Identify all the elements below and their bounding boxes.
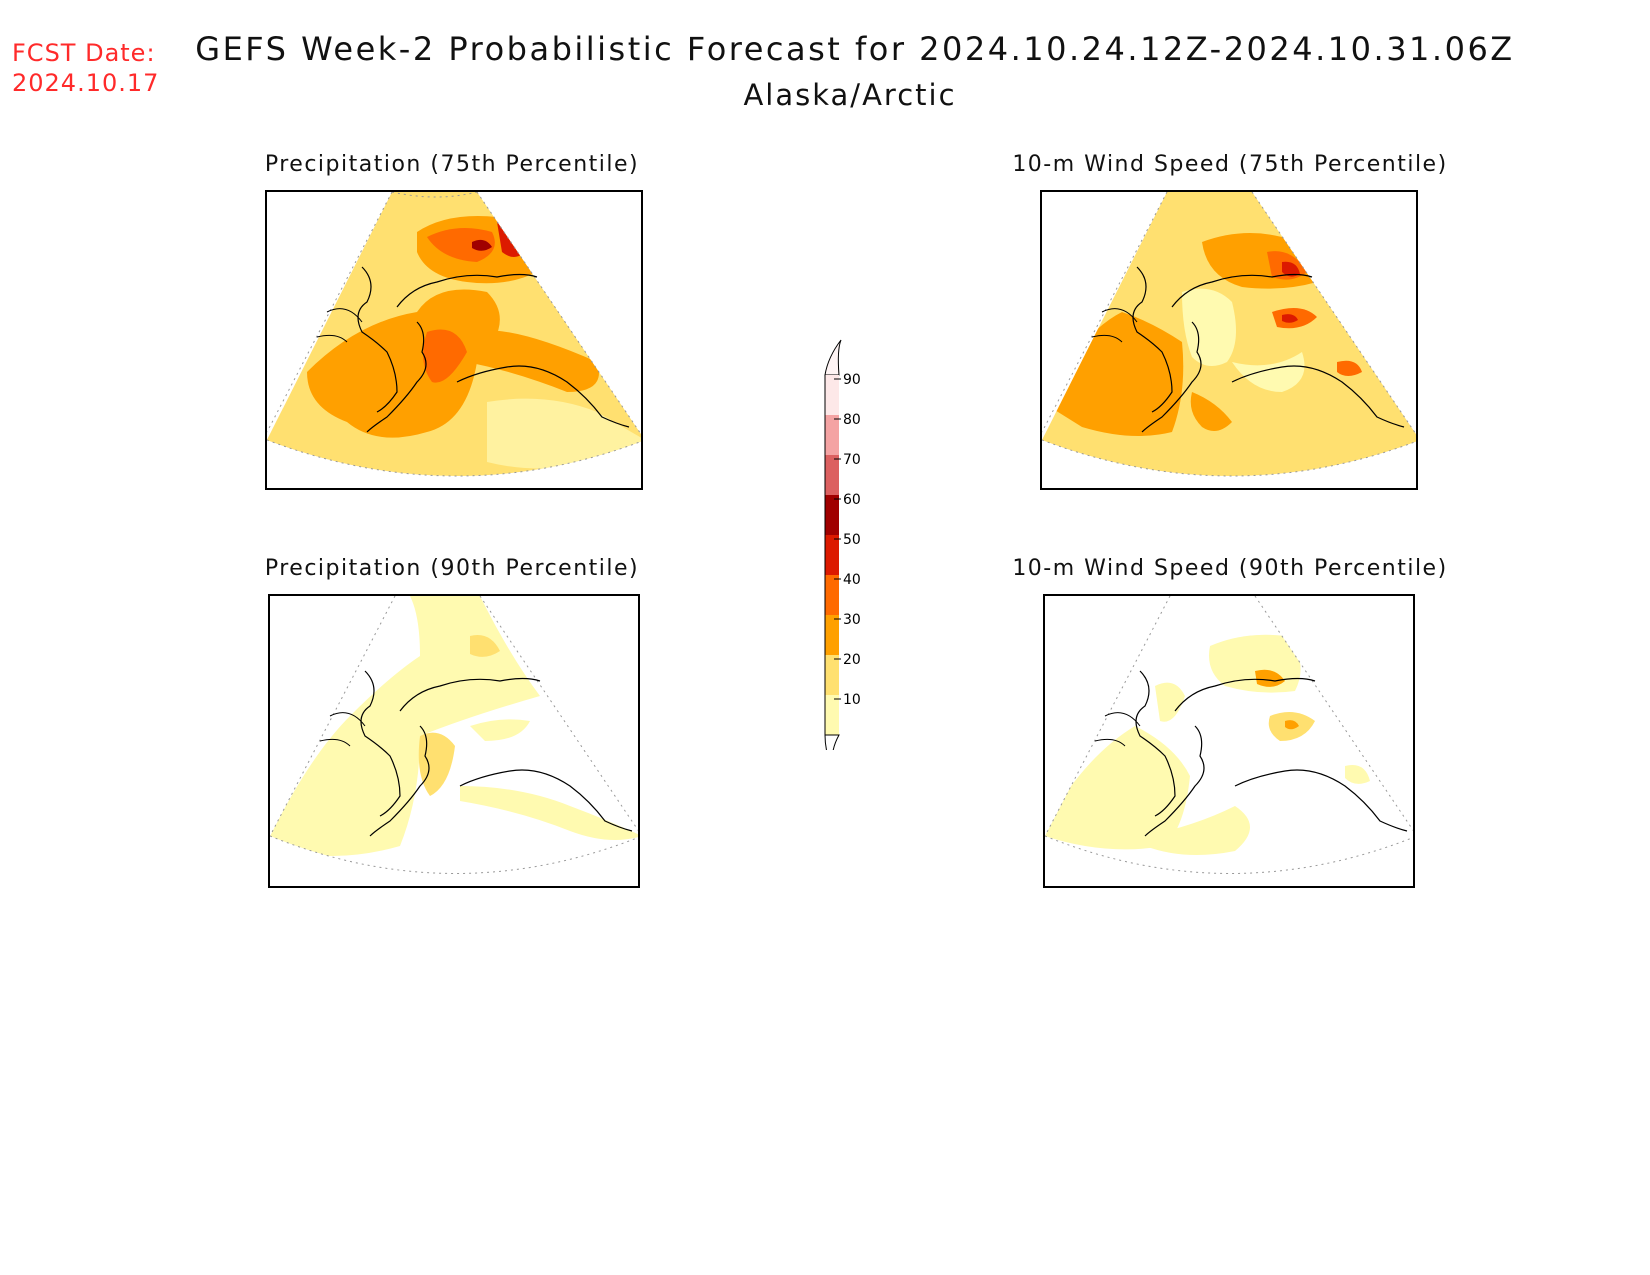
colorbar-label: 30 [843, 612, 861, 628]
map-precip90 [268, 594, 640, 888]
forecast-date-value: 2024.10.17 [12, 69, 160, 97]
map-precip75 [265, 190, 643, 490]
colorbar-label: 40 [843, 572, 861, 588]
panel-title-precip75: Precipitation (75th Percentile) [264, 152, 640, 177]
forecast-date-block: FCST Date: 2024.10.17 [12, 38, 159, 98]
map-wind90 [1043, 594, 1415, 888]
colorbar-top-arrow [824, 339, 842, 376]
colorbar-swatch [825, 695, 839, 735]
colorbar-bottom-arrow [824, 734, 840, 750]
map-wind75 [1040, 190, 1418, 490]
colorbar-label: 60 [843, 492, 861, 508]
colorbar-label: 80 [843, 412, 861, 428]
colorbar-label: 10 [843, 692, 861, 708]
colorbar-swatch [825, 455, 839, 495]
colorbar-swatch [825, 535, 839, 575]
colorbar-swatch [825, 615, 839, 655]
colorbar-swatch [825, 495, 839, 535]
panel-title-precip90: Precipitation (90th Percentile) [264, 556, 640, 581]
colorbar-label: 90 [843, 372, 861, 388]
colorbar-label: 50 [843, 532, 861, 548]
page-subtitle: Alaska/Arctic [743, 78, 957, 112]
panel-title-wind90: 10-m Wind Speed (90th Percentile) [1012, 556, 1448, 581]
colorbar-swatch [825, 415, 839, 455]
colorbar: 90 80 70 60 50 40 30 20 10 [824, 339, 861, 750]
colorbar-label: 20 [843, 652, 861, 668]
colorbar-swatch [825, 655, 839, 695]
colorbar-swatch [825, 575, 839, 615]
page-title: GEFS Week-2 Probabilistic Forecast for 2… [195, 30, 1515, 68]
forecast-date-label: FCST Date: [12, 39, 156, 67]
colorbar-label: 70 [843, 452, 861, 468]
panel-title-wind75: 10-m Wind Speed (75th Percentile) [1012, 152, 1448, 177]
colorbar-swatch [825, 375, 839, 415]
